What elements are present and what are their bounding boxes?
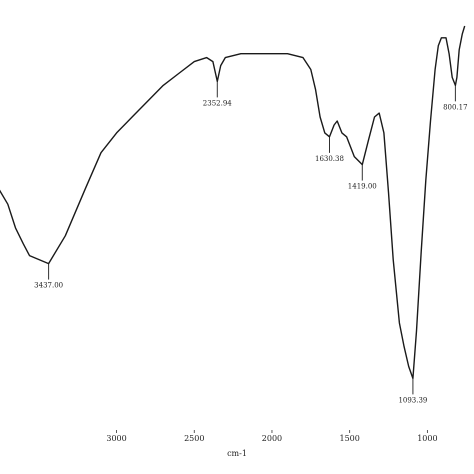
spectrum-line [0, 25, 466, 380]
peak-labels: 3437.00 2352.94 1630.38 1419.00 1093.39 800.1… [34, 81, 468, 404]
peak-label: 1093.39 [398, 396, 427, 404]
x-tick-label: 3000 [106, 434, 126, 443]
x-axis-ticks: 3000 2500 2000 1500 1000 [106, 430, 438, 443]
peak-label: 1419.00 [348, 183, 377, 191]
x-tick-label: 2500 [184, 434, 204, 443]
x-tick-label: 1000 [417, 434, 437, 443]
x-axis-label: cm-1 [227, 449, 247, 458]
peak-label: 2352.94 [203, 99, 232, 107]
peak-label: 800.17 [443, 103, 468, 111]
x-tick-label: 2000 [262, 434, 282, 443]
x-tick-label: 1500 [339, 434, 359, 443]
peak-label: 1630.38 [315, 155, 344, 163]
peak-label: 3437.00 [34, 282, 63, 290]
